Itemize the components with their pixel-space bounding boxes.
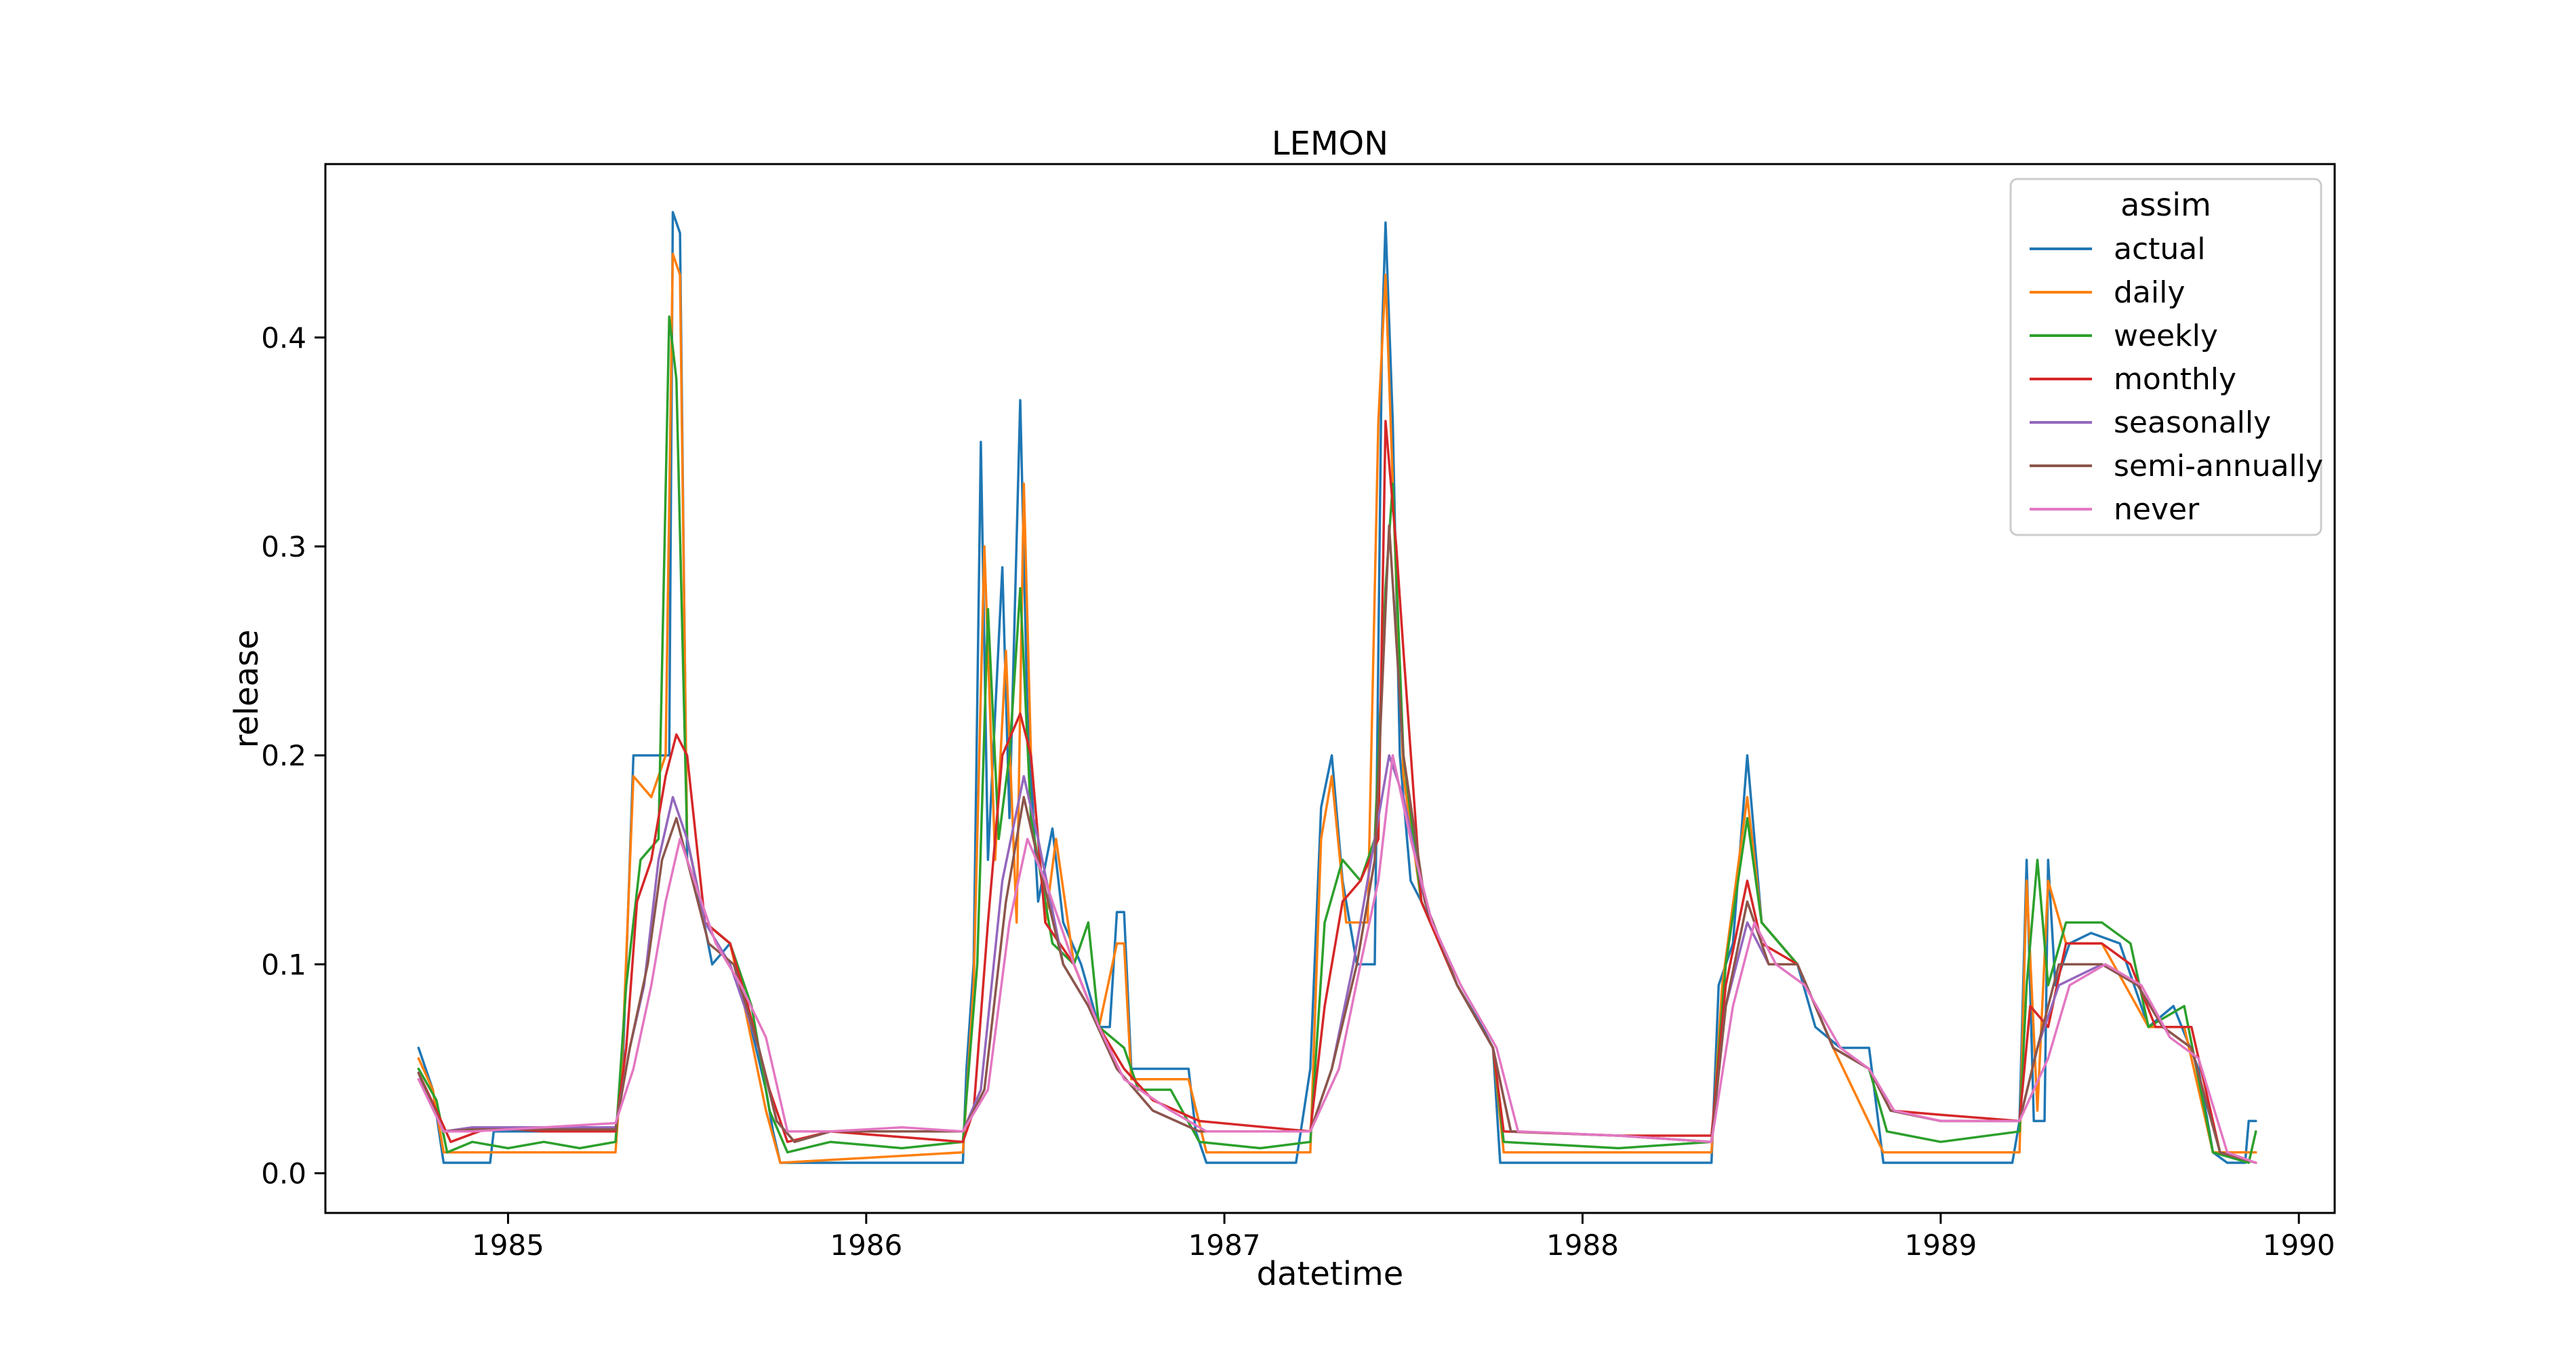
legend-label-daily: daily (2114, 275, 2185, 310)
legend-box (2009, 178, 2322, 536)
x-tick-label: 1985 (472, 1229, 544, 1262)
series-layer (417, 211, 2257, 1164)
chart-title: LEMON (1272, 125, 1388, 163)
legend-label-monthly: monthly (2114, 362, 2236, 397)
legend: assim actual daily weekly monthly seasonally… (2009, 178, 2323, 536)
y-tick-label: 0.0 (261, 1157, 306, 1190)
x-tick-label: 1989 (1904, 1229, 1977, 1262)
x-axis-label: datetime (1257, 1255, 1404, 1293)
legend-label-actual: actual (2114, 232, 2205, 266)
y-tick-label: 0.2 (261, 739, 306, 772)
legend-label-never: never (2114, 492, 2200, 527)
plot-frame (324, 163, 2336, 1214)
y-tick-label: 0.4 (261, 321, 306, 355)
x-tick-label: 1986 (830, 1229, 902, 1262)
legend-label-semi-annually: semi-annually (2114, 449, 2323, 483)
legend-title: assim (2120, 186, 2211, 223)
series-line-weekly (417, 315, 2257, 1164)
x-tick-label: 1990 (2263, 1229, 2335, 1262)
series-line-monthly (417, 420, 2257, 1164)
x-tick-label: 1988 (1546, 1229, 1619, 1262)
series-line-never (417, 754, 2257, 1164)
series-line-daily (417, 252, 2257, 1164)
x-tick-label: 1987 (1188, 1229, 1261, 1262)
legend-label-seasonally: seasonally (2114, 405, 2271, 440)
axes-layer: 1985 1986 1987 1988 1989 1990 0.0 0.1 0.2 0.3 0.4 (261, 321, 2335, 1262)
y-axis-label: release (228, 629, 266, 748)
y-tick-label: 0.3 (261, 530, 306, 563)
y-tick-label: 0.1 (261, 948, 306, 981)
legend-entries: actual daily weekly monthly seasonally semi-a… (2030, 232, 2323, 527)
legend-label-weekly: weekly (2114, 319, 2218, 353)
